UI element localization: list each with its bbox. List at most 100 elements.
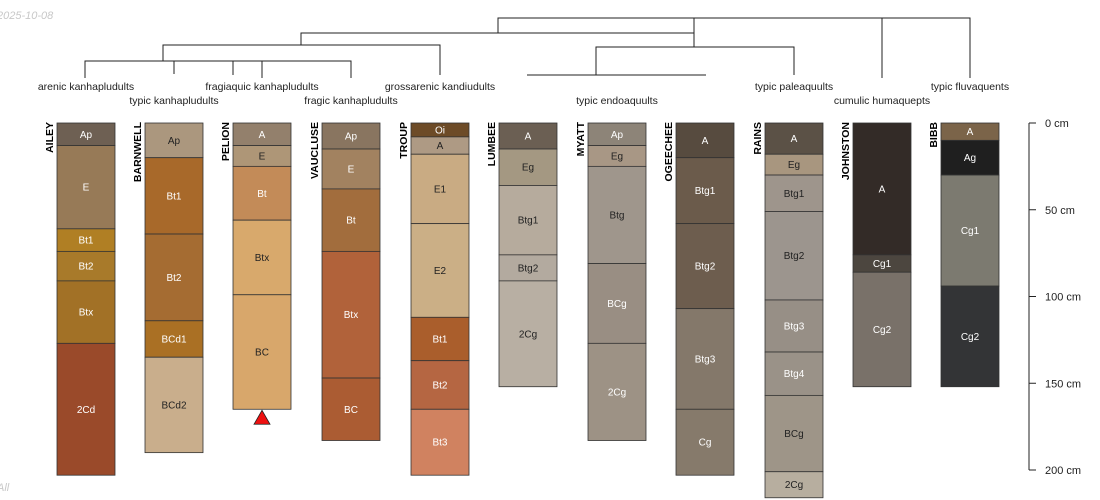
horizon-label: Bt1 — [432, 335, 447, 346]
horizon — [675, 308, 735, 410]
horizon — [144, 157, 204, 235]
horizon-label: A — [879, 184, 886, 195]
horizon — [498, 122, 558, 150]
profile-name: OGEECHEE — [663, 122, 675, 182]
profile-name: PELION — [220, 122, 232, 161]
horizon-label: Ap — [345, 132, 358, 143]
horizon-label: Btg3 — [695, 354, 716, 365]
dendrogram-root-link — [497, 17, 971, 78]
taxon-label: arenic kanhapludults — [38, 81, 134, 93]
horizon-label: Ap — [80, 130, 93, 141]
profile-pelion: AE Bt Btx BC PELION — [220, 122, 292, 410]
horizon-label: Btg1 — [784, 189, 805, 200]
horizon — [144, 320, 204, 358]
dendrogram — [84, 17, 971, 78]
horizon-label: Cg2 — [961, 332, 980, 343]
horizon-label: Eg — [611, 151, 623, 162]
profile-name: TROUP — [398, 122, 410, 159]
truncation-marker — [253, 409, 271, 425]
horizon-label: A — [791, 134, 798, 145]
horizon-label: Btg2 — [518, 263, 539, 274]
profile-name: BARNWELL — [132, 121, 144, 182]
horizon — [232, 165, 292, 221]
horizon-label: BCg — [784, 429, 803, 440]
horizon-label: Cg — [699, 438, 712, 449]
horizon — [764, 122, 824, 155]
profile-ogeechee: A Btg1 Btg2 Btg3 Cg OGEECHEE — [663, 122, 735, 476]
dendrogram-aquults-link — [595, 46, 795, 75]
horizon — [410, 360, 470, 410]
horizon — [587, 342, 647, 441]
horizon — [232, 219, 292, 296]
horizon-label: Eg — [522, 163, 534, 174]
horizon — [940, 285, 1000, 388]
horizon-label: Ap — [168, 136, 181, 147]
horizon-label: A — [525, 132, 532, 143]
profile-bibb: A Ag Cg1 Cg2 BIBB — [928, 122, 1000, 388]
depth-tick-label: 50 cm — [1045, 205, 1075, 217]
horizon — [144, 233, 204, 322]
horizon-label: Btg2 — [784, 251, 805, 262]
horizon-label: Bt — [257, 189, 267, 200]
horizon — [852, 271, 912, 388]
horizon-label: Oi — [435, 125, 445, 136]
profile-lumbee: A Eg Btg1 Btg2 2Cg LUMBEE — [486, 122, 558, 388]
horizon — [498, 148, 558, 186]
profile-barnwell: Ap Bt1 Bt2 BCd1 BCd2 BARNWELL — [132, 121, 204, 454]
horizon — [940, 139, 1000, 176]
horizon-label: Btg4 — [784, 369, 805, 380]
profile-vaucluse: Ap E Bt Btx BC VAUCLUSE — [309, 122, 381, 441]
horizon-label: Ag — [964, 153, 976, 164]
horizon-label: 2Cg — [785, 480, 803, 491]
horizon-label: A — [967, 127, 974, 138]
horizon-label: Btx — [344, 310, 358, 321]
horizon-label: E — [83, 183, 90, 194]
profile-rains: A Eg Btg1 Btg2 Btg3 Btg4 BCg 2Cg RAINS — [752, 122, 824, 499]
taxon-label: cumulic humaquepts — [834, 95, 930, 107]
horizon — [764, 211, 824, 301]
horizon — [321, 122, 381, 150]
footer-label: All — [0, 482, 10, 494]
horizon-label: BC — [255, 348, 269, 359]
horizon-label: BCd1 — [161, 335, 186, 346]
horizon-label: Btg — [609, 210, 624, 221]
horizon — [144, 356, 204, 454]
horizon — [144, 122, 204, 159]
profile-name: VAUCLUSE — [309, 122, 321, 179]
horizon-label: E2 — [434, 266, 447, 277]
profile-troup: Oi A E1 E2 Bt1 Bt2 Bt3 TROUP — [398, 122, 470, 476]
horizon-label: BCd2 — [161, 400, 186, 411]
horizon-label: Bt — [346, 216, 356, 227]
horizon-label: Cg1 — [961, 226, 980, 237]
horizon-label: Btg1 — [518, 216, 539, 227]
profile-myatt: Ap Eg Btg BCg 2Cg MYATT — [575, 121, 647, 441]
dendrogram-kanha-link — [162, 44, 441, 75]
taxa-labels: arenic kanhapludults typic kanhapludults… — [38, 81, 1009, 107]
profile-johnston: A Cg1 Cg2 JOHNSTON — [840, 122, 912, 388]
horizon — [764, 351, 824, 396]
horizon-label: Btg2 — [695, 262, 716, 273]
horizon-label: Bt1 — [166, 191, 181, 202]
horizon-label: E — [259, 151, 266, 162]
horizon — [764, 299, 824, 353]
horizon — [675, 122, 735, 159]
horizon-label: A — [702, 136, 709, 147]
horizon-label: BC — [344, 405, 358, 416]
horizon-label: Bt2 — [166, 273, 181, 284]
taxon-label: typic paleaquults — [755, 81, 833, 93]
taxon-label: grossarenic kandiudults — [385, 81, 495, 93]
horizon-label: 2Cg — [608, 387, 626, 398]
horizon — [587, 165, 647, 264]
horizon — [321, 188, 381, 252]
profile-name: BIBB — [928, 122, 940, 148]
horizon-label: A — [437, 141, 444, 152]
horizon-label: Btg3 — [784, 321, 805, 332]
profiles-group: Ap E Bt1 Bt2 Btx 2Cd AILEY Ap Bt1 Bt2 BCd1 BCd2 BARN… — [44, 121, 1000, 499]
horizon-label: Bt2 — [78, 262, 93, 273]
horizon-label: A — [259, 130, 266, 141]
horizon-label: Bt2 — [432, 380, 447, 391]
horizon — [410, 408, 470, 476]
horizon — [321, 250, 381, 379]
profile-ailey: Ap E Bt1 Bt2 Btx 2Cd AILEY — [44, 122, 116, 476]
